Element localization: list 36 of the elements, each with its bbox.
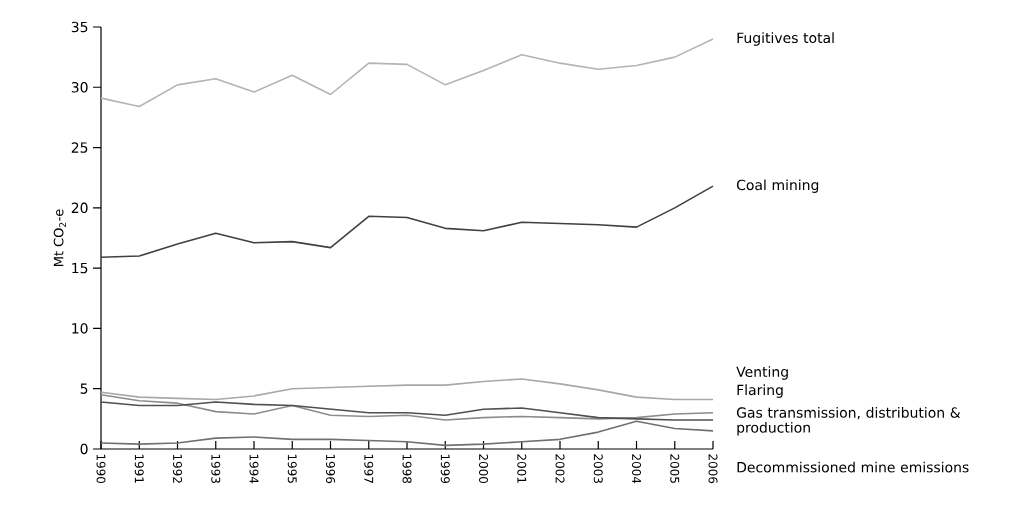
x-tick-label: 1999 [440, 454, 450, 484]
x-tick-label: 2002 [555, 454, 565, 483]
y-tick-label: 30 [71, 81, 88, 93]
y-tick-label: 5 [80, 383, 88, 394]
x-tick-label: 1994 [249, 454, 259, 484]
line-series [100, 185, 714, 259]
x-tick-label: 1993 [211, 454, 221, 483]
text: Flaring [737, 384, 783, 398]
y-tick-label: 35 [71, 21, 88, 33]
series-label: Coal mining [736, 179, 819, 193]
x-tick-label: 1991 [134, 454, 144, 483]
x-tick-label: 2004 [631, 454, 642, 484]
series-label: Fugitives total [737, 32, 834, 46]
x-tick-label: 1995 [287, 454, 297, 483]
x-tick-label: 1992 [172, 454, 183, 483]
x-tick-label: 2003 [593, 454, 603, 483]
y-axis-title: Mt CO$_{2}$-e [53, 209, 66, 266]
y-tick-label: 20 [71, 202, 88, 214]
y-tick-label: 0 [80, 443, 88, 455]
x-tick-label: 2000 [478, 454, 489, 484]
x-tick-label: 2001 [517, 454, 527, 483]
y-tick-label: 15 [72, 262, 88, 274]
line-series [100, 378, 714, 401]
text: Decommissioned mine emissions [737, 461, 969, 473]
x-tick-label: 1997 [364, 454, 374, 483]
x-tick-label: 1998 [402, 454, 412, 484]
x-tick-label: 1990 [96, 454, 106, 484]
x-tick-label: 2005 [670, 454, 680, 483]
series-label: Gas transmission, distribution & production [736, 407, 961, 436]
y-tick-label: 10 [72, 323, 88, 334]
line-series [100, 38, 714, 108]
x-tick-label: 1996 [325, 454, 336, 484]
text: Venting [736, 366, 788, 380]
line-series [100, 393, 714, 421]
y-tick-label: 25 [71, 142, 88, 153]
x-tick-label: 2006 [708, 454, 718, 484]
